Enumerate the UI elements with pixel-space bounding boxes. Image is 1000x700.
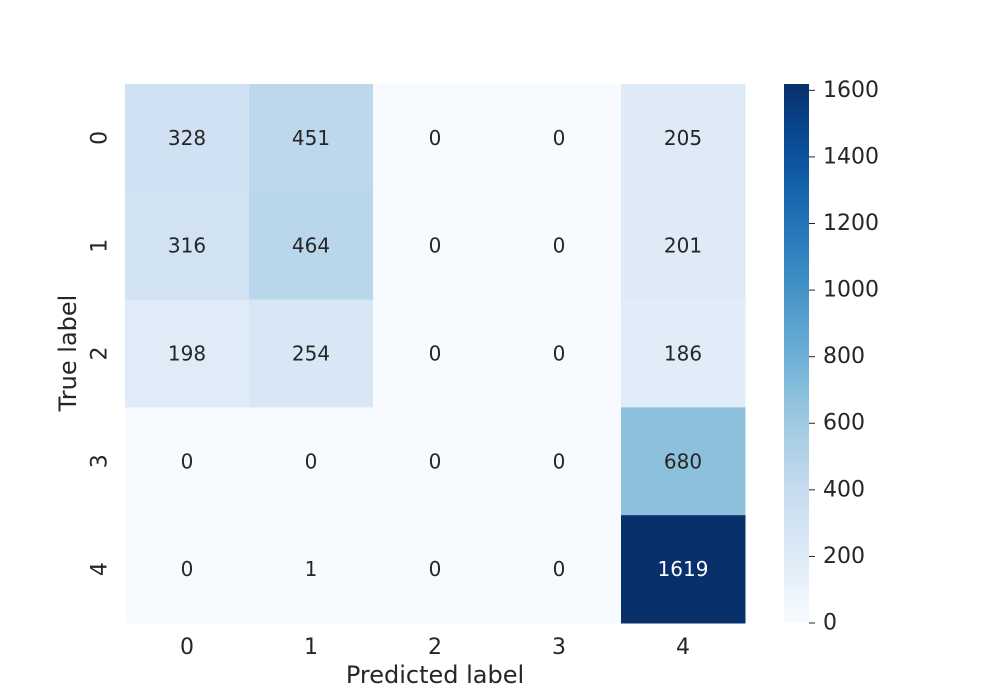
cell-value-0-4: 205 <box>664 126 702 150</box>
heatmap-cell-4-1 <box>249 515 374 624</box>
cell-value-2-4: 186 <box>664 342 702 366</box>
heatmap-cell-1-2 <box>373 191 498 301</box>
heatmap-cell-3-0 <box>125 407 250 516</box>
colorbar-tick-label-0: 0 <box>823 611 837 636</box>
colorbar-tick-label-800: 800 <box>823 344 865 369</box>
colorbar-tick-label-1200: 1200 <box>823 211 879 236</box>
cell-value-2-2: 0 <box>429 342 442 366</box>
cell-value-3-3: 0 <box>553 449 566 473</box>
heatmap-cell-0-4 <box>621 84 746 193</box>
cell-value-3-1: 0 <box>305 449 318 473</box>
cell-value-3-2: 0 <box>429 449 442 473</box>
colorbar-ticks: 0 200 400 600 800 1000 1200 1400 1600 <box>809 78 879 636</box>
y-tick-label-4: 4 <box>88 562 113 576</box>
cell-value-1-0: 316 <box>168 234 206 258</box>
heatmap-cell-2-4 <box>621 299 746 408</box>
heatmap-cell-1-0 <box>125 191 250 301</box>
colorbar: 0 200 400 600 800 1000 1200 1400 1600 <box>784 78 879 636</box>
x-axis-title: Predicted label <box>346 661 524 689</box>
cell-value-1-2: 0 <box>429 234 442 258</box>
heatmap-cell-1-1 <box>249 191 374 301</box>
cell-value-0-0: 328 <box>168 126 206 150</box>
y-axis-title: True label <box>54 295 82 413</box>
x-tick-label-0: 0 <box>180 635 194 660</box>
cell-value-2-0: 198 <box>168 342 206 366</box>
x-tick-label-3: 3 <box>552 635 566 660</box>
heatmap-cell-0-1 <box>249 84 374 193</box>
heatmap-cell-0-0 <box>125 84 250 193</box>
heatmap-cell-3-2 <box>373 407 498 516</box>
x-tick-label-4: 4 <box>676 635 690 660</box>
heatmap-cell-4-3 <box>497 515 622 624</box>
cell-value-4-0: 0 <box>181 557 194 581</box>
y-tick-label-3: 3 <box>88 454 113 468</box>
y-tick-label-2: 2 <box>88 347 113 361</box>
heatmap-cell-1-3 <box>497 191 622 301</box>
y-tick-label-1: 1 <box>88 239 113 253</box>
heatmap-cell-4-0 <box>125 515 250 624</box>
y-axis-ticks: 0 1 2 3 4 <box>88 131 113 576</box>
cell-value-2-1: 254 <box>292 342 330 366</box>
cell-value-3-4: 680 <box>664 449 702 473</box>
colorbar-tick-label-400: 400 <box>823 477 865 502</box>
colorbar-tick-label-600: 600 <box>823 411 865 436</box>
heatmap-cell-0-3 <box>497 84 622 193</box>
heatmap-cell-2-0 <box>125 299 250 408</box>
heatmap-cells <box>125 84 746 624</box>
heatmap-cell-4-2 <box>373 515 498 624</box>
cell-value-2-3: 0 <box>553 342 566 366</box>
heatmap-cell-1-4 <box>621 191 746 301</box>
cell-labels: 328 451 0 0 205 316 464 0 0 201 198 254 0 0 186 0 0 0 0 680… <box>168 126 709 581</box>
cell-value-4-2: 0 <box>429 557 442 581</box>
colorbar-tick-label-200: 200 <box>823 544 865 569</box>
heatmap-cell-2-2 <box>373 299 498 408</box>
x-tick-label-1: 1 <box>304 635 318 660</box>
cell-value-0-2: 0 <box>429 126 442 150</box>
cell-value-4-3: 0 <box>553 557 566 581</box>
x-axis-ticks: 0 1 2 3 4 <box>180 635 690 660</box>
colorbar-tick-label-1400: 1400 <box>823 144 879 169</box>
heatmap-cell-3-4 <box>621 407 746 516</box>
colorbar-gradient <box>784 84 809 623</box>
cell-value-1-3: 0 <box>553 234 566 258</box>
heatmap-cell-3-1 <box>249 407 374 516</box>
colorbar-tick-label-1600: 1600 <box>823 78 879 103</box>
x-tick-label-2: 2 <box>428 635 442 660</box>
y-tick-label-0: 0 <box>88 131 113 145</box>
heatmap-cell-0-2 <box>373 84 498 193</box>
heatmap-cell-2-3 <box>497 299 622 408</box>
colorbar-tick-label-1000: 1000 <box>823 278 879 303</box>
cell-value-4-4: 1619 <box>658 557 709 581</box>
cell-value-1-1: 464 <box>292 234 330 258</box>
cell-value-0-3: 0 <box>553 126 566 150</box>
heatmap-cell-3-3 <box>497 407 622 516</box>
cell-value-3-0: 0 <box>181 449 194 473</box>
heatmap-cell-4-4 <box>621 515 746 624</box>
cell-value-4-1: 1 <box>305 557 318 581</box>
cell-value-0-1: 451 <box>292 126 330 150</box>
heatmap-cell-2-1 <box>249 299 374 408</box>
cell-value-1-4: 201 <box>664 234 702 258</box>
